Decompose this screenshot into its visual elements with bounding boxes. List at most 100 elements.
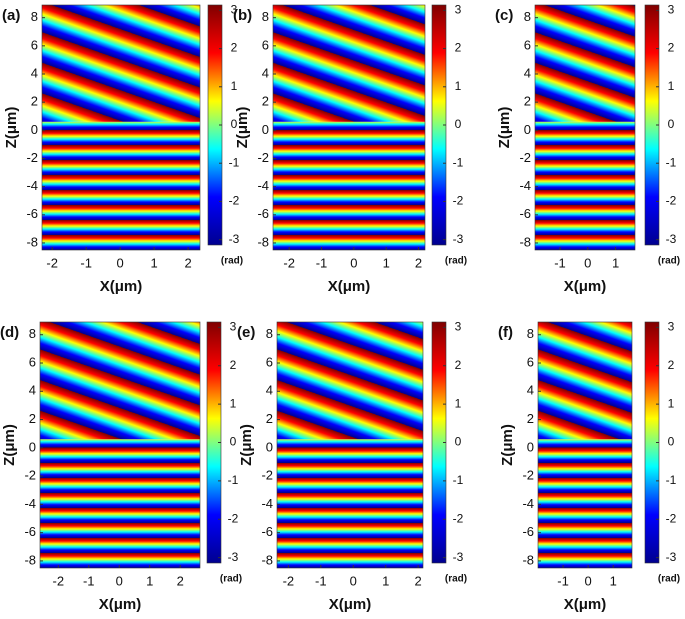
- colorbar-label: (rad): [220, 574, 242, 585]
- colorbar-tick-label: 1: [668, 396, 675, 410]
- colorbar-tick-label: -1: [228, 473, 239, 487]
- x-axis-label: X(μm): [329, 596, 372, 613]
- field-upper: [535, 5, 635, 122]
- panel-label: (b): [233, 7, 252, 24]
- x-tick-label: 1: [612, 255, 619, 270]
- y-tick-label: -8: [261, 552, 273, 567]
- colorbar-tick-label: -3: [229, 232, 240, 246]
- x-tick-label: 1: [146, 573, 153, 588]
- colorbar-label: (rad): [445, 256, 467, 267]
- x-tick-label: 0: [117, 255, 124, 270]
- colorbar-tick-label: 1: [455, 396, 462, 410]
- colorbar-tick-label: 2: [230, 358, 237, 372]
- x-tick-label: 0: [584, 255, 591, 270]
- x-tick-label: 0: [350, 573, 357, 588]
- x-tick-label: -2: [53, 573, 65, 588]
- colorbar-tick-label: 1: [231, 79, 238, 93]
- colorbar-tick-label: 1: [668, 79, 675, 93]
- x-tick-label: -1: [83, 573, 95, 588]
- y-tick-label: -2: [261, 468, 273, 483]
- field-upper: [277, 322, 423, 440]
- y-tick-label: -2: [519, 150, 531, 165]
- x-tick-label: 0: [350, 255, 357, 270]
- y-tick-label: -2: [522, 468, 534, 483]
- y-tick-label: 6: [266, 354, 273, 369]
- y-tick-label: -8: [522, 552, 534, 567]
- field-lower: [535, 121, 635, 250]
- colorbar-tick-label: -1: [453, 155, 464, 169]
- colorbar-tick-label: -3: [453, 232, 464, 246]
- y-tick-label: -2: [26, 150, 38, 165]
- y-tick-label: -8: [26, 234, 38, 249]
- y-tick-label: 2: [266, 411, 273, 426]
- x-tick-label: 1: [383, 255, 390, 270]
- colorbar-tick-label: 0: [668, 435, 675, 449]
- y-tick-label: 8: [266, 326, 273, 341]
- plot-frame: [537, 321, 633, 569]
- field-lower: [277, 439, 423, 568]
- y-tick-label: 4: [31, 65, 38, 80]
- x-tick-label: -2: [283, 573, 295, 588]
- y-tick-label: -6: [24, 524, 36, 539]
- x-axis-label: X(μm): [99, 596, 142, 613]
- colorbar-tick-label: 1: [455, 79, 462, 93]
- colorbar-tick-label: -2: [228, 511, 239, 525]
- x-tick-label: -1: [554, 255, 566, 270]
- field-lower: [40, 439, 200, 568]
- y-tick-label: -2: [257, 150, 269, 165]
- y-tick-label: -6: [261, 524, 273, 539]
- colorbar-tick-label: 2: [231, 41, 238, 55]
- y-tick-label: -6: [522, 524, 534, 539]
- x-tick-label: 2: [415, 573, 422, 588]
- colorbar-tick-label: -1: [229, 155, 240, 169]
- y-tick-label: 6: [262, 37, 269, 52]
- x-tick-label: -2: [283, 255, 295, 270]
- x-axis-label: X(μm): [564, 596, 607, 613]
- x-tick-label: -2: [46, 255, 58, 270]
- plot-frame: [39, 321, 201, 569]
- y-axis-label: Z(μm): [3, 107, 20, 149]
- colorbar-tick-label: -2: [666, 511, 677, 525]
- x-tick-label: -1: [316, 255, 328, 270]
- colorbar-tick-label: -3: [228, 550, 239, 564]
- y-tick-label: 4: [266, 383, 273, 398]
- y-tick-label: 8: [31, 9, 38, 24]
- y-tick-label: 0: [29, 439, 36, 454]
- colorbar-tick-label: -3: [666, 550, 677, 564]
- colorbar-tick-label: 1: [230, 396, 237, 410]
- x-tick-label: -1: [315, 573, 327, 588]
- plot-frame: [41, 4, 201, 251]
- panel-label: (c): [495, 7, 513, 24]
- field-upper: [42, 5, 200, 122]
- y-tick-label: 4: [29, 383, 36, 398]
- y-tick-label: -8: [257, 234, 269, 249]
- y-tick-label: 8: [29, 326, 36, 341]
- x-tick-label: 1: [382, 573, 389, 588]
- y-tick-label: 4: [527, 383, 534, 398]
- y-tick-label: 0: [262, 122, 269, 137]
- panel-label: (a): [2, 7, 20, 24]
- panel-label: (d): [0, 324, 19, 341]
- x-tick-label: 0: [116, 573, 123, 588]
- y-tick-label: 4: [262, 65, 269, 80]
- x-tick-label: 1: [151, 255, 158, 270]
- y-tick-label: 6: [527, 354, 534, 369]
- colorbar-tick-label: -3: [453, 550, 464, 564]
- colorbar-tick-label: -2: [453, 511, 464, 525]
- y-tick-label: -4: [24, 496, 36, 511]
- y-tick-label: -4: [522, 496, 534, 511]
- plot-frame: [276, 321, 424, 569]
- x-tick-label: -1: [80, 255, 92, 270]
- y-tick-label: -4: [261, 496, 273, 511]
- colorbar-tick-label: 0: [455, 435, 462, 449]
- y-tick-label: 2: [262, 94, 269, 109]
- colorbar-tick-label: -1: [666, 155, 677, 169]
- plot-frame: [534, 4, 636, 251]
- y-tick-label: -4: [26, 178, 38, 193]
- y-tick-label: 6: [29, 354, 36, 369]
- colorbar-tick-label: 3: [230, 320, 237, 334]
- y-axis-label: Z(μm): [496, 107, 513, 149]
- colorbar-tick-label: -2: [666, 194, 677, 208]
- y-tick-label: 0: [527, 439, 534, 454]
- colorbar-tick-label: -2: [453, 194, 464, 208]
